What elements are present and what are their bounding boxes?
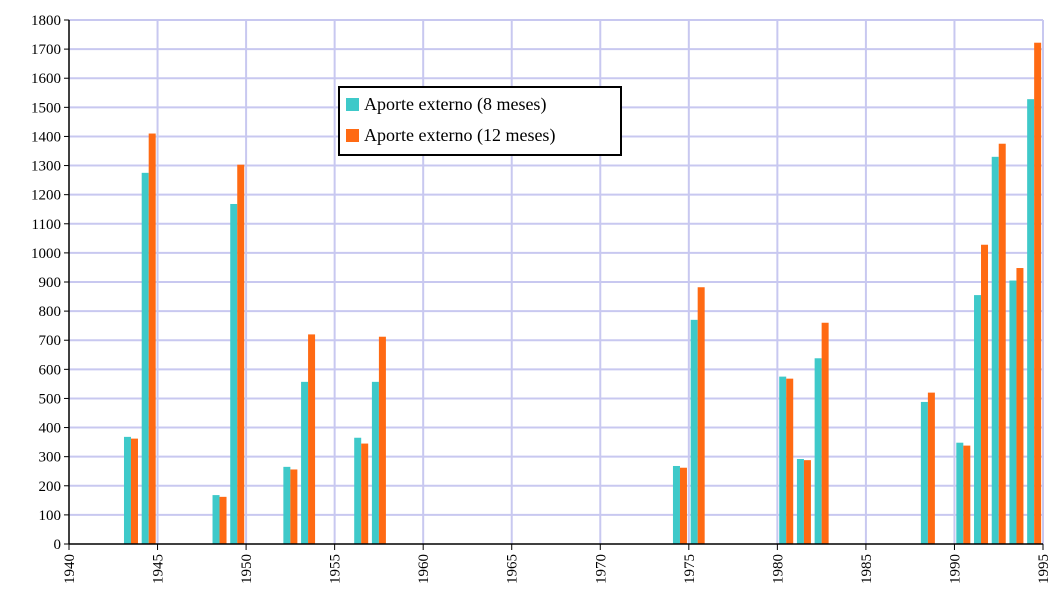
x-tick-label: 1985 [859,554,875,584]
legend-swatch-8-meses [346,98,359,111]
bar-1975-series-2 [697,287,705,544]
bar-1974-series-2 [679,467,687,544]
legend-swatch-12-meses [346,129,359,142]
bar-1981-series-2 [803,460,811,544]
y-tick-label: 900 [39,275,62,291]
bar-1981-series-1 [796,458,804,544]
bar-1974-series-1 [672,465,680,544]
bar-1982-series-1 [814,358,822,544]
y-tick-label: 1700 [31,42,61,58]
y-tick-label: 1400 [31,129,61,145]
y-tick-label: 100 [39,508,62,524]
x-tick-label: 1965 [505,554,521,584]
legend-label-8-meses: Aporte externo (8 meses) [364,94,547,114]
bar-1944-series-2 [148,133,156,545]
bars [123,42,1042,545]
x-tick-label: 1950 [239,554,255,584]
y-tick-label: 1600 [31,71,61,87]
bar-1975-series-1 [690,319,698,544]
y-tick-label: 500 [39,391,62,407]
bar-1943-series-1 [123,436,131,544]
y-tick-label: 1000 [31,246,61,262]
bar-1994-series-1 [1027,99,1035,544]
y-tick-label: 200 [39,479,62,495]
y-tick-label: 1200 [31,188,61,204]
bar-1991-series-1 [974,295,982,544]
bar-1948-series-1 [212,495,220,544]
bar-1982-series-2 [821,322,829,544]
bar-1992-series-1 [991,156,999,545]
x-tick-label: 1955 [328,554,344,584]
y-tick-label: 800 [39,304,62,320]
bar-1957-series-1 [371,381,379,544]
bar-1993-series-2 [1016,268,1024,544]
bar-1953-series-1 [301,381,309,544]
bar-1948-series-2 [219,496,227,544]
bar-1952-series-1 [283,466,291,544]
x-tick-labels: 1940 1945 1950 1955 1960 1965 1970 1975 1980 1985… [62,554,1052,584]
bar-1949-series-1 [230,203,238,544]
x-tick-label: 1980 [770,554,786,584]
bar-1994-series-2 [1034,42,1042,544]
bar-1956-series-1 [354,437,362,544]
legend-item-8-meses: Aporte externo (8 meses) [346,94,546,115]
y-tick-label: 1800 [31,13,61,29]
y-tick-labels: 0 100 200 300 400 500 600 700 800 900 1000 1100 1200… [31,13,61,553]
bar-1988-series-2 [927,392,935,544]
x-tick-label: 1945 [151,554,167,584]
bar-1953-series-2 [308,334,316,544]
x-tick-label: 1960 [416,554,432,584]
bar-1980-series-2 [786,378,794,544]
axes [64,19,1044,550]
bar-1993-series-1 [1009,280,1017,544]
bar-1957-series-2 [378,336,386,544]
bar-1990-series-1 [956,442,964,544]
bar-1990-series-2 [963,445,971,544]
x-tick-label: 1995 [1036,554,1052,584]
legend-label-12-meses: Aporte externo (12 meses) [364,125,556,145]
y-tick-label: 1300 [31,159,61,175]
y-tick-label: 700 [39,333,62,349]
y-tick-label: 1100 [32,217,61,233]
y-tick-label: 300 [39,450,62,466]
bar-1943-series-2 [130,438,138,544]
x-tick-label: 1990 [947,554,963,584]
x-tick-label: 1970 [593,554,609,584]
bar-1980-series-1 [779,376,787,544]
y-tick-label: 400 [39,421,62,437]
legend-item-12-meses: Aporte externo (12 meses) [346,125,555,146]
bar-1992-series-2 [998,143,1006,544]
bar-1949-series-2 [237,164,245,544]
x-tick-label: 1975 [682,554,698,584]
bar-1944-series-1 [141,172,149,545]
x-tick-label: 1940 [62,554,78,584]
legend: Aporte externo (8 meses) Aporte externo … [338,86,622,156]
bar-1988-series-1 [920,401,928,544]
y-tick-label: 0 [54,537,62,553]
bar-1952-series-2 [290,469,298,544]
y-tick-label: 600 [39,362,62,378]
bar-1991-series-2 [981,244,989,544]
y-tick-label: 1500 [31,100,61,116]
bar-1956-series-2 [361,443,369,544]
